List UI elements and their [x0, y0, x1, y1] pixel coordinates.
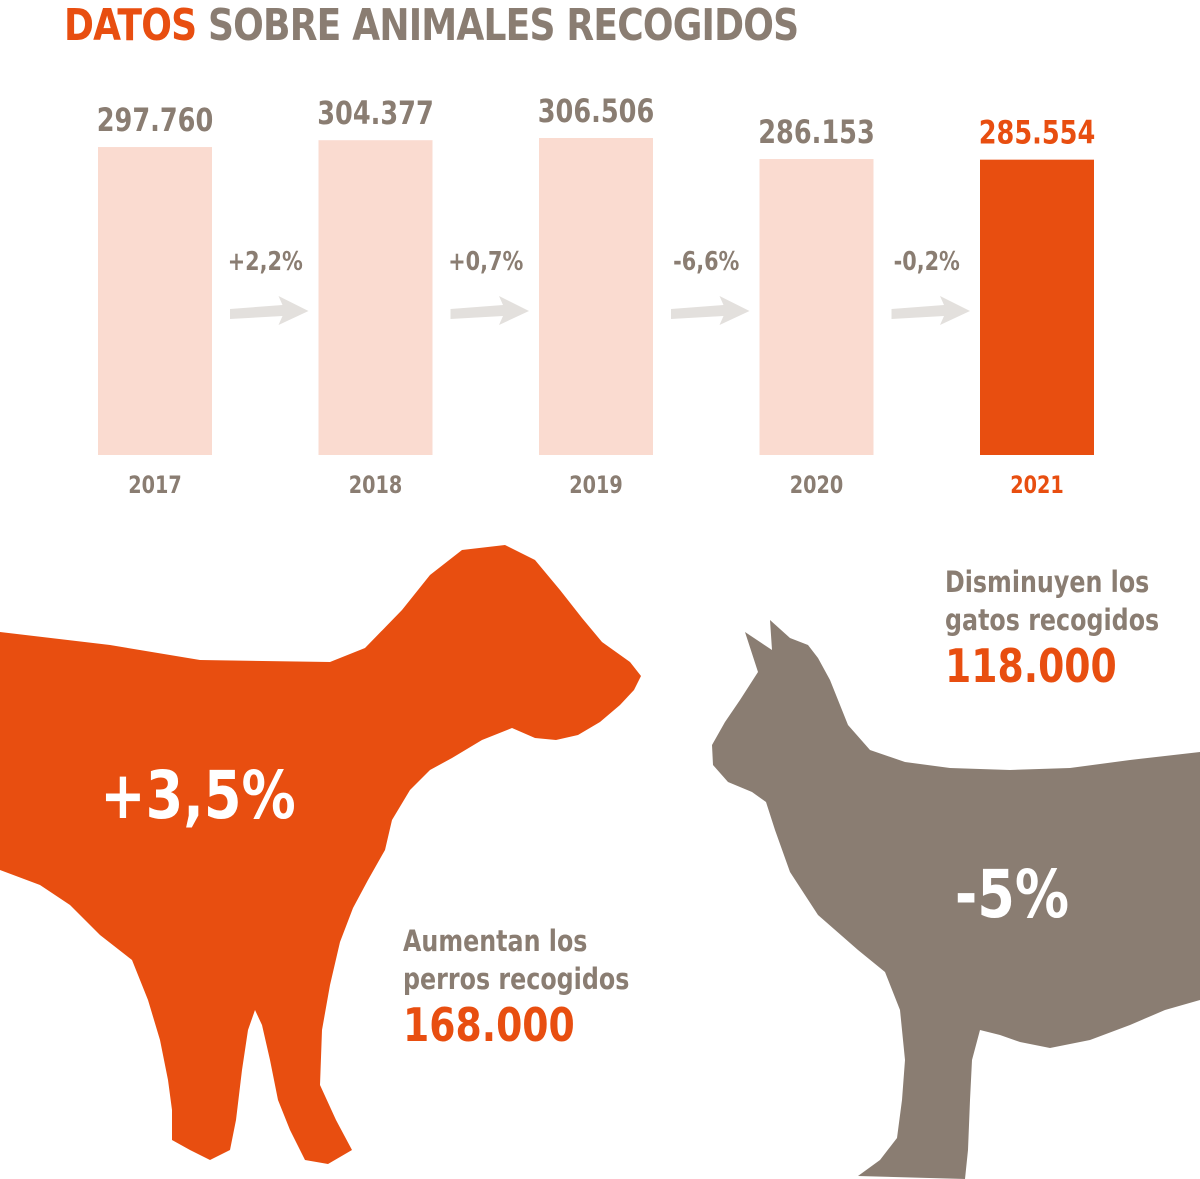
value-label-2021: 285.554 — [979, 114, 1096, 152]
dogs-line-1: Aumentan los — [403, 924, 588, 958]
bar-2019 — [539, 138, 653, 455]
cats-count: 118.000 — [945, 639, 1117, 693]
arrow-4 — [891, 296, 970, 325]
value-label-2019: 306.506 — [538, 92, 655, 130]
bar-2017 — [98, 147, 212, 455]
change-label-1: +2,2% — [228, 246, 303, 277]
change-label-4: -0,2% — [894, 246, 960, 277]
title-rest: SOBRE ANIMALES RECOGIDOS — [207, 0, 799, 51]
cat-silhouette — [712, 620, 1200, 1179]
bar-2018 — [318, 140, 433, 455]
arrows-layer: +2,2% +0,7% -6,6% -0,2% — [228, 246, 970, 325]
dogs-line-2: perros recogidos — [403, 962, 630, 996]
bar-2021 — [980, 159, 1094, 455]
page-title: DATOS SOBRE ANIMALES RECOGIDOS — [64, 0, 799, 52]
year-label-2020: 2020 — [790, 472, 843, 500]
value-label-2017: 297.760 — [97, 101, 214, 139]
value-label-2020: 286.153 — [758, 113, 875, 151]
year-label-2019: 2019 — [569, 472, 622, 500]
cats-info: Disminuyen los gatos recogidos 118.000 — [945, 563, 1200, 693]
year-label-2018: 2018 — [349, 472, 402, 500]
cats-line-2: gatos recogidos — [945, 603, 1160, 637]
year-label-2021: 2021 — [1010, 472, 1063, 500]
cats-line-1: Disminuyen los — [945, 565, 1150, 599]
arrow-3 — [671, 296, 750, 325]
dog-silhouette — [0, 545, 641, 1164]
arrow-1 — [230, 296, 309, 325]
year-label-2017: 2017 — [128, 472, 181, 500]
cats-change: -5% — [955, 857, 1069, 934]
value-label-2018: 304.377 — [317, 94, 434, 132]
bar-2020 — [759, 159, 874, 455]
bars-layer: 297.760 2017 304.377 2018 306.506 2019 286.153… — [97, 92, 1096, 499]
arrow-2 — [450, 296, 529, 325]
dogs-change: +3,5% — [100, 758, 295, 835]
change-label-3: -6,6% — [673, 246, 739, 277]
dogs-info: Aumentan los perros recogidos 168.000 — [403, 922, 679, 1052]
change-label-2: +0,7% — [448, 246, 523, 277]
title-accent: DATOS — [64, 0, 197, 51]
dogs-count: 168.000 — [403, 998, 575, 1052]
